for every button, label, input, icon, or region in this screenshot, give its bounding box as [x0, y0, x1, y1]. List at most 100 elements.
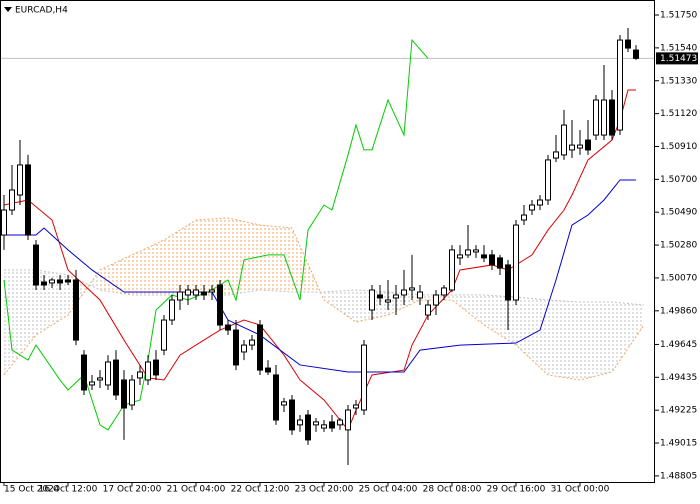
cloud-segment: [452, 294, 484, 326]
candle-body: [505, 264, 511, 301]
symbol-menu-icon[interactable]: [4, 7, 12, 12]
candle-body: [537, 199, 543, 206]
y-tick-label: 1.50280: [660, 241, 697, 251]
candle-body: [385, 299, 391, 303]
candle-body: [449, 249, 455, 291]
candle-body: [305, 414, 311, 441]
candle-body: [625, 39, 631, 49]
candle-body: [465, 249, 471, 256]
candle-body: [161, 319, 167, 351]
x-tick-label: 15 Oct 2024: [4, 485, 60, 495]
plot-frame: [0, 0, 655, 483]
candle-body: [185, 289, 191, 296]
candle-body: [137, 371, 143, 379]
candle-body: [577, 144, 583, 149]
plot-area: [0, 28, 655, 465]
y-tick-label: 1.50700: [660, 175, 697, 185]
candle-body: [145, 361, 151, 381]
candle-body: [593, 99, 599, 136]
indicator-line: [4, 179, 636, 373]
candle-body: [113, 359, 119, 396]
cloud-segment: [196, 217, 228, 295]
candle-body: [25, 164, 31, 236]
cloud-segment: [612, 302, 644, 372]
candle-body: [209, 289, 215, 293]
candle-body: [241, 344, 247, 353]
candle-body: [193, 289, 199, 296]
candle-body: [225, 324, 231, 331]
y-tick-label: 1.48805: [660, 471, 697, 481]
x-tick-label: 31 Oct 00:00: [551, 485, 610, 495]
cloud-segment: [580, 302, 612, 380]
candle-body: [345, 409, 351, 431]
x-tick-label: 28 Oct 08:00: [423, 485, 482, 495]
candle-body: [177, 291, 183, 301]
current-price-label: 1.51473: [660, 54, 697, 64]
candle-body: [569, 144, 575, 151]
cloud-span-line: [4, 269, 645, 306]
candle-body: [169, 299, 175, 321]
cloud-segment: [516, 297, 548, 375]
cloud-span-line: [3, 217, 645, 381]
candle-body: [73, 279, 79, 341]
y-tick-label: 1.50070: [660, 273, 697, 283]
candle-body: [633, 49, 639, 59]
y-tick-label: 1.49435: [660, 373, 697, 383]
candle-body: [273, 374, 279, 421]
candle-body: [425, 304, 431, 316]
candle-body: [545, 159, 551, 201]
candle-body: [401, 289, 407, 296]
candle-body: [297, 419, 303, 426]
x-tick-label: 25 Oct 04:00: [359, 485, 418, 495]
x-tick-label: 16 Oct 12:00: [39, 485, 98, 495]
candle-body: [89, 381, 95, 386]
y-tick-label: 1.51120: [660, 109, 697, 119]
x-tick-label: 23 Oct 20:00: [295, 485, 354, 495]
candle-body: [361, 344, 367, 411]
candle-body: [97, 377, 103, 381]
candle-body: [57, 279, 63, 284]
x-tick-label: 29 Oct 16:00: [487, 485, 546, 495]
candle-body: [313, 421, 319, 426]
candle-body: [473, 249, 479, 253]
candle-body: [353, 404, 359, 409]
y-tick-label: 1.51750: [660, 11, 697, 21]
candle-body: [49, 279, 55, 284]
cloud-segment: [228, 217, 260, 295]
candle-body: [409, 287, 415, 291]
candle-body: [17, 164, 23, 196]
candle-body: [457, 254, 463, 259]
candle-body: [233, 329, 239, 366]
candle-body: [489, 254, 495, 266]
candle-body: [9, 189, 15, 211]
candle-body: [561, 124, 567, 156]
cloud-segment: [100, 254, 132, 295]
candle-body: [417, 291, 423, 299]
candle-body: [553, 151, 559, 159]
chart-title: EURCAD,H4: [15, 6, 68, 16]
y-tick-label: 1.51540: [660, 43, 697, 53]
candle-body: [153, 359, 159, 376]
candle-body: [81, 354, 87, 391]
candle-body: [601, 99, 607, 136]
cloud-segment: [132, 240, 164, 295]
candle-body: [249, 339, 255, 346]
candle-body: [121, 379, 127, 409]
y-tick-label: 1.49015: [660, 439, 697, 449]
candle-body: [129, 379, 135, 406]
y-tick-label: 1.50910: [660, 142, 697, 152]
candle-body: [369, 289, 375, 311]
y-tick-label: 1.51330: [660, 76, 697, 86]
cloud-segment: [548, 299, 580, 380]
candle-body: [433, 294, 439, 306]
candle-body: [337, 419, 343, 426]
y-tick-label: 1.50490: [660, 208, 697, 218]
candle-body: [105, 361, 111, 386]
candle-body: [393, 294, 399, 299]
candle-body: [65, 279, 71, 283]
cloud-segment: [324, 289, 356, 323]
candle-body: [33, 244, 39, 286]
candle-body: [257, 324, 263, 371]
y-tick-label: 1.49225: [660, 406, 697, 416]
